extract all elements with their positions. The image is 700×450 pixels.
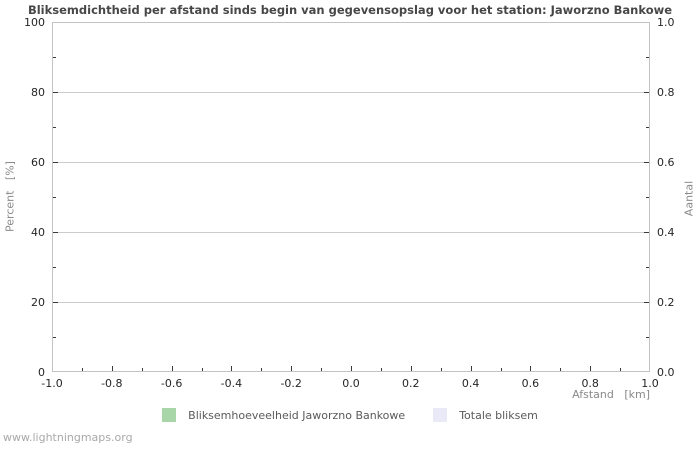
y-tick-label-right: 1.0 [657, 16, 675, 29]
x-tick-label: -0.4 [221, 377, 242, 390]
x-tick-label: -0.8 [101, 377, 122, 390]
x-tick-label: -1.0 [41, 377, 62, 390]
plot-area: 0 20 40 60 80 100 0.0 0.2 0.4 0.6 0.8 1.0 -1.0 -0.8 -0… [24, 16, 675, 390]
y-tick-label-left: 20 [31, 296, 45, 309]
y-axis-label-right: Aantal [682, 180, 696, 217]
chart-legend: Bliksemhoeveelheid Jaworzno Bankowe Tota… [0, 408, 700, 422]
chart-title: Bliksemdichtheid per afstand sinds begin… [27, 3, 673, 17]
y-tick-label-left: 60 [31, 156, 45, 169]
y-tick-label-right: 0.4 [657, 226, 675, 239]
x-axis-label: Afstand [km] [572, 388, 650, 401]
x-tick-label: 0.4 [462, 377, 480, 390]
x-tick-label: -0.6 [161, 377, 182, 390]
y-tick-label-left: 40 [31, 226, 45, 239]
x-tick-label: -0.2 [280, 377, 301, 390]
plot-border [52, 22, 650, 372]
y-tick-label-left: 80 [31, 86, 45, 99]
x-tick-label: 0.8 [581, 377, 599, 390]
y-tick-label-right: 0.8 [657, 86, 675, 99]
y-tick-label-left: 100 [24, 16, 45, 29]
x-tick-label: 0.0 [342, 377, 360, 390]
x-tick-label: 0.6 [522, 377, 540, 390]
watermark: www.lightningmaps.org [3, 431, 133, 444]
legend-label-station: Bliksemhoeveelheid Jaworzno Bankowe [188, 408, 406, 422]
x-tick-label: 0.2 [402, 377, 420, 390]
legend-item-station: Bliksemhoeveelheid Jaworzno Bankowe [162, 408, 405, 422]
y-tick-label-left: 0 [38, 366, 45, 379]
y-tick-label-right: 0.2 [657, 296, 675, 309]
y-axis-label-left: Percent [%] [3, 161, 17, 232]
legend-item-total: Totale bliksem [433, 408, 538, 422]
legend-swatch-total [433, 408, 448, 422]
legend-swatch-station [162, 408, 177, 422]
y-tick-label-right: 0.6 [657, 156, 675, 169]
x-tick-label: 1.0 [641, 377, 659, 390]
y-tick-label-right: 0.0 [657, 366, 675, 379]
legend-label-total: Totale bliksem [459, 408, 538, 422]
